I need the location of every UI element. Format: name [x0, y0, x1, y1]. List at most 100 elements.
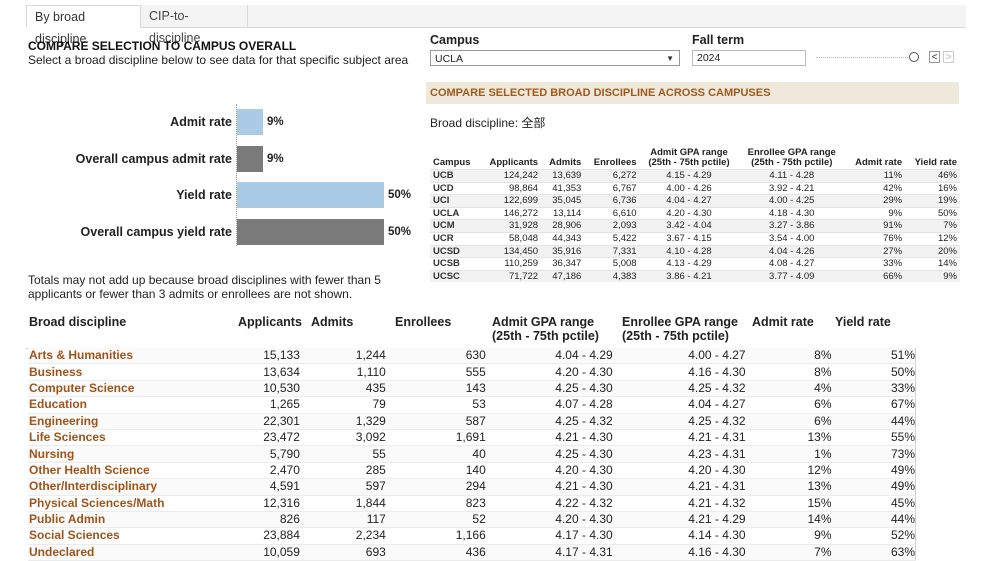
- campus-row[interactable]: UCSB 110,259 36,347 5,008 4.13 - 4.29 4.08 - …: [430, 257, 960, 271]
- campus-cell: 4.11 - 4.28: [738, 169, 846, 183]
- campus-cell: 6,767: [584, 181, 640, 195]
- discipline-cell: 7%: [745, 544, 832, 561]
- discipline-cell: 4.00 - 4.27: [612, 348, 746, 365]
- discipline-cell: 44%: [831, 511, 916, 529]
- campus-select[interactable]: UCLA ▼: [430, 50, 680, 66]
- discipline-cell: 4.21 - 4.30: [485, 429, 613, 447]
- discipline-name[interactable]: Computer Science: [28, 380, 228, 398]
- discipline-cell: 4.20 - 4.30: [485, 511, 613, 529]
- discipline-name[interactable]: Physical Sciences/Math: [28, 495, 228, 512]
- campus-cell: 3.54 - 4.00: [738, 231, 846, 246]
- discipline-table: Arts & Humanities 15,133 1,244 630 4.04 - 4.…: [28, 348, 916, 561]
- campus-cell: 35,916: [541, 244, 585, 258]
- campus-row[interactable]: UCSC 71,722 47,186 4,383 3.86 - 4.21 3.77 - 4…: [430, 269, 960, 283]
- discipline-name[interactable]: Undeclared: [28, 544, 228, 561]
- campus-cell: 146,272: [479, 206, 542, 220]
- campus-row[interactable]: UCSD 134,450 35,916 7,331 4.10 - 4.28 4.04 - …: [430, 244, 960, 258]
- discipline-cell: 1,166: [385, 527, 486, 545]
- discipline-name[interactable]: Other Health Science: [28, 462, 228, 480]
- campus-cell: 41,353: [541, 181, 585, 195]
- bar-overall-campus-admit-rate[interactable]: [237, 146, 263, 172]
- campus-filter-label: Campus: [430, 33, 480, 47]
- campus-cell: UCM: [430, 219, 480, 233]
- campus-cell: 124,242: [479, 169, 542, 183]
- discipline-cell: 15%: [745, 495, 832, 512]
- campus-row[interactable]: UCR 58,048 44,343 5,422 3.67 - 4.15 3.54 - 4.…: [430, 231, 960, 246]
- campus-cell: UCLA: [430, 206, 480, 220]
- discipline-row[interactable]: Nursing 5,790 55 40 4.25 - 4.30 4.23 - 4.31 1%…: [28, 445, 916, 463]
- discipline-name[interactable]: Public Admin: [28, 511, 228, 529]
- tab-by-broad-discipline[interactable]: By broad discipline: [26, 5, 141, 46]
- discipline-cell: 4.21 - 4.29: [612, 511, 746, 529]
- col-enrollee-gpa: Enrollee GPA range (25th - 75th pctile): [747, 147, 836, 168]
- campus-row[interactable]: UCI 122,699 35,045 6,736 4.04 - 4.27 4.00 - 4…: [430, 194, 960, 208]
- campus-cell: 4.15 - 4.29: [639, 169, 739, 183]
- discipline-row[interactable]: Other/Interdisciplinary 4,591 597 294 4.21 -…: [28, 478, 916, 496]
- compare-section-title: COMPARE SELECTION TO CAMPUS OVERALL: [28, 39, 297, 53]
- bar-value-overall-campus-admit-rate: 9%: [267, 153, 284, 165]
- campus-cell: 3.92 - 4.21: [738, 181, 846, 195]
- discipline-name[interactable]: Arts & Humanities: [28, 348, 228, 365]
- discipline-name[interactable]: Life Sciences: [28, 429, 228, 447]
- discipline-name[interactable]: Business: [28, 363, 228, 381]
- discipline-cell: 15,133: [227, 348, 300, 365]
- campus-cell: 2,093: [584, 219, 640, 233]
- discipline-cell: 597: [299, 478, 386, 496]
- discipline-name[interactable]: Engineering: [28, 413, 228, 430]
- discipline-cell: 143: [385, 380, 486, 398]
- discipline-name[interactable]: Nursing: [28, 445, 228, 463]
- campus-cell: 29%: [845, 194, 906, 208]
- discipline-row[interactable]: Education 1,265 79 53 4.07 - 4.28 4.04 - 4.27…: [28, 396, 916, 414]
- campus-cell: 4.18 - 4.30: [738, 206, 846, 220]
- discipline-name[interactable]: Education: [28, 396, 228, 414]
- discipline-cell: 13%: [745, 429, 832, 447]
- discipline-cell: 587: [385, 413, 486, 430]
- discipline-cell: 49%: [831, 462, 916, 480]
- fall-term-slider-track[interactable]: [816, 57, 912, 60]
- campus-cell: 3.27 - 3.86: [738, 219, 846, 233]
- term-next-button[interactable]: >: [943, 51, 954, 63]
- bar-overall-campus-yield-rate[interactable]: [237, 219, 384, 245]
- compare-campuses-banner: COMPARE SELECTED BROAD DISCIPLINE ACROSS…: [426, 82, 959, 104]
- discipline-row[interactable]: Arts & Humanities 15,133 1,244 630 4.04 - 4.…: [28, 348, 916, 365]
- chevron-down-icon: ▼: [666, 54, 674, 63]
- campus-table-header: Campus Applicants Admits Enrollees Admit…: [430, 148, 960, 170]
- discipline-row[interactable]: Computer Science 10,530 435 143 4.25 - 4.30 4…: [28, 380, 916, 398]
- discipline-row[interactable]: Business 13,634 1,110 555 4.20 - 4.30 4.16 - …: [28, 363, 916, 381]
- discipline-row[interactable]: Life Sciences 23,472 3,092 1,691 4.21 - 4.30…: [28, 429, 916, 447]
- discipline-cell: 4.20 - 4.30: [485, 462, 613, 480]
- campus-cell: 27%: [845, 244, 906, 258]
- term-prev-button[interactable]: <: [929, 51, 940, 63]
- campus-cell: 42%: [845, 181, 906, 195]
- tab-cip-to-discipline[interactable]: CIP-to-discipline: [141, 5, 248, 45]
- campus-row[interactable]: UCD 98,864 41,353 6,767 4.00 - 4.26 3.92 - 4.…: [430, 181, 960, 195]
- discipline-name[interactable]: Other/Interdisciplinary: [28, 478, 228, 496]
- discipline-cell: 117: [299, 511, 386, 529]
- campus-cell: 3.77 - 4.09: [738, 269, 846, 283]
- campus-row[interactable]: UCM 31,928 28,906 2,093 3.42 - 4.04 3.27 - 3.…: [430, 219, 960, 233]
- campus-cell: 71,722: [479, 269, 542, 283]
- campus-cell: 4.20 - 4.30: [639, 206, 739, 220]
- dt-col-admit-gpa: Admit GPA range (25th - 75th pctile): [492, 315, 599, 343]
- discipline-cell: 10,059: [227, 544, 300, 561]
- discipline-row[interactable]: Public Admin 826 117 52 4.20 - 4.30 4.21 - 4.…: [28, 511, 916, 529]
- bar-yield-rate[interactable]: [237, 182, 384, 208]
- discipline-row[interactable]: Social Sciences 23,884 2,234 1,166 4.17 - 4.…: [28, 527, 916, 545]
- discipline-cell: 1,691: [385, 429, 486, 447]
- discipline-cell: 1%: [745, 445, 832, 463]
- footnote: Totals may not add up because broad disc…: [28, 273, 381, 301]
- campus-row[interactable]: UCLA 146,272 13,114 6,610 4.20 - 4.30 4.18 - …: [430, 206, 960, 220]
- discipline-name[interactable]: Social Sciences: [28, 527, 228, 545]
- discipline-cell: 50%: [831, 363, 916, 381]
- discipline-cell: 4.22 - 4.32: [485, 495, 613, 512]
- campus-cell: 4.13 - 4.29: [639, 257, 739, 271]
- campus-cell: 9%: [845, 206, 906, 220]
- fall-term-slider-handle[interactable]: [909, 52, 919, 62]
- campus-row[interactable]: UCB 124,242 13,639 6,272 4.15 - 4.29 4.11 - 4…: [430, 169, 960, 183]
- bar-admit-rate[interactable]: [237, 109, 263, 135]
- discipline-row[interactable]: Other Health Science 2,470 285 140 4.20 - 4.…: [28, 462, 916, 480]
- discipline-row[interactable]: Engineering 22,301 1,329 587 4.25 - 4.32 4.25…: [28, 413, 916, 430]
- discipline-row[interactable]: Physical Sciences/Math 12,316 1,844 823 4.22…: [28, 495, 916, 512]
- discipline-row[interactable]: Undeclared 10,059 693 436 4.17 - 4.31 4.16 - …: [28, 544, 916, 561]
- campus-cell: 44,343: [541, 231, 585, 246]
